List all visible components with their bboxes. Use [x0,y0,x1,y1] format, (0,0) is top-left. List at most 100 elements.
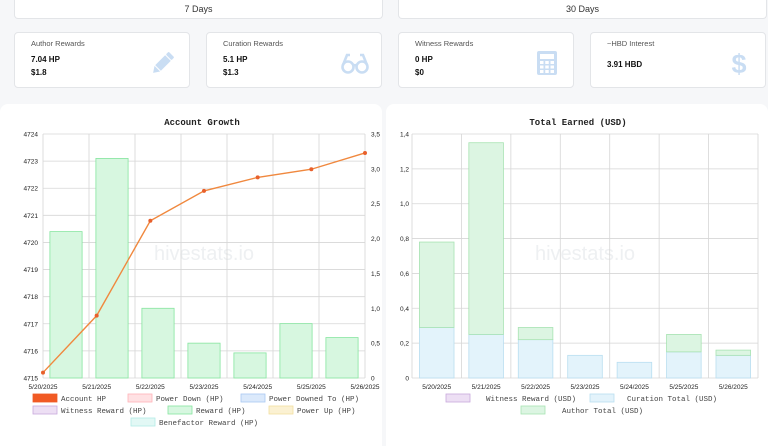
author-total-bar [468,142,504,335]
curation-total-bar [567,354,603,379]
x-tick-label: 5/26/2025 [351,384,380,391]
x-tick-label: 5/22/2025 [136,384,165,391]
card-value-usd: $1.8 [31,68,47,77]
reward-bar [279,323,313,379]
card-title: ~HBD Interest [607,39,655,48]
calculator-icon [537,51,557,75]
legend-swatch [130,417,156,427]
card-title: Author Rewards [31,39,85,48]
author-rewards-card: Author Rewards 7.04 HP $1.8 [14,32,190,88]
x-tick-label: 5/20/2025 [29,384,58,391]
total-earned-chart: Total Earned (USD) hivestats.io 0 0,2 0,4 0,… [400,118,759,416]
svg-text:$: $ [731,49,746,77]
y-right-tick-label: 3,0 [371,166,380,173]
y-left-tick-label: 4723 [24,159,39,166]
card-value-hp: 0 HP [415,55,433,64]
account-hp-point [94,313,99,318]
x-tick-label: 5/24/2025 [620,384,649,391]
account-growth-chart: Account Growth hivestats.io 4715 4716 4717 4… [24,118,381,428]
card-value-hp: 7.04 HP [31,55,60,64]
y-left-tick-label: 4718 [24,294,39,301]
card-value-usd: $0 [415,68,424,77]
curation-total-bar [616,361,653,379]
y-left-tick-label: 4724 [24,132,39,139]
legend-label: Benefactor Reward (HP) [159,420,258,428]
witness-rewards-card: Witness Rewards 0 HP $0 [398,32,574,88]
y-tick-label: 1,2 [400,166,409,173]
legend-label: Author Total (USD) [562,408,643,416]
y-tick-label: 0,2 [400,341,409,348]
author-total-bar [517,327,554,341]
legend-swatch [268,405,294,415]
x-tick-label: 5/24/2025 [243,384,272,391]
x-tick-label: 5/22/2025 [521,384,550,391]
curation-total-bar [419,327,455,379]
x-tick-label: 5/21/2025 [472,384,501,391]
author-total-bar [715,349,751,356]
account-hp-point [202,188,206,193]
chart-title: Account Growth [164,118,240,128]
account-hp-point [41,370,45,375]
x-tick-label: 5/26/2025 [719,384,748,391]
x-tick-label: 5/20/2025 [422,384,451,391]
author-total-bar [666,334,702,353]
pencil-icon [153,52,174,73]
reward-bar [233,352,267,379]
legend-label: Witness Reward (HP) [61,408,147,416]
x-tick-label: 5/25/2025 [297,384,326,391]
legend-label: Reward (HP) [196,408,246,416]
glasses-icon [341,53,369,74]
legend-swatch [445,393,471,403]
legend-swatch [240,393,266,403]
y-tick-label: 1,0 [400,201,409,208]
tab-30-days[interactable]: 30 Days [398,0,767,19]
chart-title: Total Earned (USD) [529,118,626,128]
legend-label: Power Up (HP) [297,408,356,416]
card-title: Curation Rewards [223,39,284,48]
card-title: Witness Rewards [415,39,474,48]
legend-label: Account HP [61,396,107,404]
y-left-tick-label: 4717 [24,321,39,328]
account-hp-point [255,175,260,180]
legend-swatch [32,405,58,415]
y-left-tick-label: 4720 [24,240,39,247]
y-right-tick-label: 2,0 [371,236,380,243]
hbd-interest-card: ~HBD Interest 3.91 HBD $ [590,32,766,88]
curation-total-bar [468,334,504,379]
reward-bar [325,337,359,379]
y-tick-label: 0,8 [400,236,409,243]
legend-swatch [32,393,58,403]
reward-bar [49,231,83,379]
account-hp-point [148,218,153,223]
legend-swatch [127,393,153,403]
legend-label: Power Downed To (HP) [269,396,359,404]
y-left-tick-label: 4719 [24,267,39,274]
x-tick-label: 5/23/2025 [571,384,600,391]
card-value-hp: 5.1 HP [223,55,248,64]
legend-label: Curation Total (USD) [627,396,717,404]
legend-swatch [520,405,546,415]
x-tick-label: 5/25/2025 [669,384,698,391]
y-left-tick-label: 4715 [24,376,39,383]
account-hp-point [363,150,367,155]
y-tick-label: 1,4 [400,132,409,139]
card-value-usd: $1.3 [223,68,239,77]
dollar-icon: $ [731,49,746,77]
tab-7-days[interactable]: 7 Days [14,0,383,19]
y-tick-label: 0,6 [400,271,409,278]
legend-swatch [167,405,193,415]
y-right-tick-label: 0 [371,376,375,383]
reward-bar [141,307,175,379]
y-right-tick-label: 2,5 [371,201,380,208]
y-right-tick-label: 1,0 [371,306,380,313]
legend-label: Power Down (HP) [156,396,224,404]
y-left-tick-label: 4722 [24,186,39,193]
y-left-tick-label: 4721 [24,213,39,220]
curation-total-bar [715,354,751,379]
y-tick-label: 0 [405,376,409,383]
curation-total-bar [666,351,702,379]
y-left-tick-label: 4716 [24,348,39,355]
y-right-tick-label: 3,5 [371,132,380,139]
y-right-tick-label: 0,5 [371,341,380,348]
x-tick-label: 5/23/2025 [190,384,219,391]
